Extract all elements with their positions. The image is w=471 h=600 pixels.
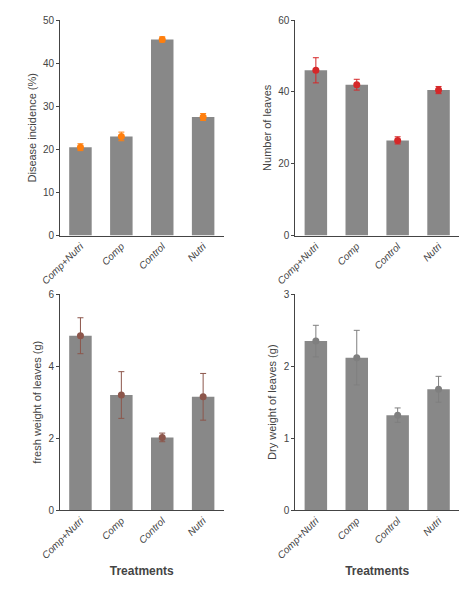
svg-text:4: 4 — [48, 361, 54, 372]
svg-text:Comp+Nutri: Comp+Nutri — [275, 515, 321, 561]
svg-text:2: 2 — [48, 433, 54, 444]
svg-text:0: 0 — [48, 505, 54, 516]
svg-text:Number of leaves: Number of leaves — [261, 84, 273, 171]
svg-text:Comp: Comp — [335, 240, 362, 267]
svg-text:Disease incidence (%): Disease incidence (%) — [26, 73, 38, 182]
svg-text:10: 10 — [43, 187, 55, 198]
svg-text:50: 50 — [43, 15, 55, 26]
svg-text:Control: Control — [137, 515, 168, 546]
svg-text:Comp: Comp — [100, 515, 127, 542]
svg-text:Comp: Comp — [100, 240, 127, 267]
svg-text:20: 20 — [278, 158, 290, 169]
svg-text:40: 40 — [43, 58, 55, 69]
svg-text:Nutri: Nutri — [421, 515, 444, 538]
svg-text:Treatments: Treatments — [345, 564, 409, 578]
svg-text:6: 6 — [48, 289, 54, 300]
svg-text:40: 40 — [278, 86, 290, 97]
svg-text:Treatments: Treatments — [110, 564, 174, 578]
svg-text:Comp+Nutri: Comp+Nutri — [275, 240, 321, 286]
svg-text:20: 20 — [43, 144, 55, 155]
svg-text:Dry weight of leaves (g): Dry weight of leaves (g) — [266, 344, 278, 460]
svg-text:Nutri: Nutri — [421, 240, 444, 263]
svg-text:Comp+Nutri: Comp+Nutri — [40, 240, 86, 286]
svg-text:Nutri: Nutri — [185, 240, 208, 263]
svg-text:Comp+Nutri: Comp+Nutri — [40, 515, 86, 561]
svg-text:Control: Control — [372, 240, 403, 271]
svg-text:2: 2 — [284, 361, 290, 372]
svg-text:0: 0 — [284, 230, 290, 241]
svg-text:Control: Control — [372, 515, 403, 546]
svg-text:Comp: Comp — [335, 515, 362, 542]
svg-text:Control: Control — [137, 240, 168, 271]
svg-text:60: 60 — [278, 15, 290, 26]
svg-text:3: 3 — [284, 289, 290, 300]
svg-text:0: 0 — [284, 505, 290, 516]
svg-text:30: 30 — [43, 101, 55, 112]
svg-text:0: 0 — [48, 230, 54, 241]
svg-text:fresh weight of leaves (g): fresh weight of leaves (g) — [31, 341, 43, 464]
svg-text:1: 1 — [284, 433, 290, 444]
svg-text:Nutri: Nutri — [185, 515, 208, 538]
